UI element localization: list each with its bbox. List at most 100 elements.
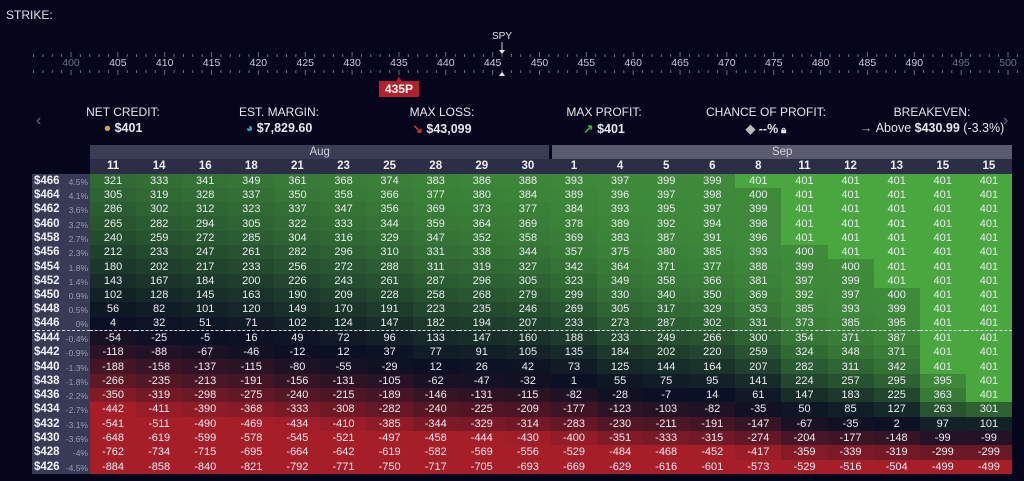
pnl-cell[interactable]: 12 xyxy=(320,345,367,360)
pnl-cell[interactable]: -115 xyxy=(228,359,275,374)
pnl-cell[interactable]: 393 xyxy=(597,202,644,217)
pnl-cell[interactable]: 386 xyxy=(458,173,505,188)
pnl-cell[interactable]: 366 xyxy=(366,187,413,203)
pnl-cell[interactable]: 401 xyxy=(965,273,1012,288)
pnl-cell[interactable]: 401 xyxy=(965,230,1012,246)
pnl-cell[interactable]: 401 xyxy=(965,345,1012,360)
pnl-cell[interactable]: 188 xyxy=(550,330,598,346)
pnl-cell[interactable]: 359 xyxy=(412,216,459,231)
pnl-cell[interactable]: -599 xyxy=(182,430,229,446)
pnl-cell[interactable]: -123 xyxy=(597,402,644,417)
pnl-cell[interactable]: 371 xyxy=(827,330,874,346)
pnl-cell[interactable]: 399 xyxy=(643,173,690,188)
pnl-cell[interactable]: -390 xyxy=(182,402,229,417)
pnl-cell[interactable]: 184 xyxy=(182,273,229,288)
pnl-cell[interactable]: 273 xyxy=(597,316,644,332)
pnl-cell[interactable]: -490 xyxy=(182,416,229,431)
pnl-cell[interactable]: 82 xyxy=(136,302,183,317)
pnl-cell[interactable]: 330 xyxy=(597,287,644,303)
pnl-cell[interactable]: -25 xyxy=(136,330,183,346)
pnl-cell[interactable]: 226 xyxy=(274,273,321,288)
pnl-cell[interactable]: -344 xyxy=(412,416,459,431)
pnl-cell[interactable]: -351 xyxy=(597,430,644,446)
pnl-cell[interactable]: 259 xyxy=(735,345,782,360)
pnl-cell[interactable]: 296 xyxy=(320,245,367,260)
pnl-cell[interactable]: 42 xyxy=(504,359,551,374)
pnl-cell[interactable]: 363 xyxy=(919,388,966,403)
pnl-cell[interactable]: 2 xyxy=(873,416,920,431)
pnl-cell[interactable]: 282 xyxy=(274,245,321,260)
lock-icon[interactable]: 🔒︎ xyxy=(778,125,787,136)
pnl-cell[interactable]: 51 xyxy=(182,316,229,332)
pnl-cell[interactable]: -29 xyxy=(366,359,413,374)
pnl-cell[interactable]: 401 xyxy=(781,202,828,217)
pnl-cell[interactable]: 398 xyxy=(735,216,782,231)
pnl-cell[interactable]: 145 xyxy=(182,287,229,303)
pnl-cell[interactable]: 207 xyxy=(735,359,782,374)
pnl-cell[interactable]: 147 xyxy=(781,388,828,403)
pnl-cell[interactable]: 61 xyxy=(735,388,782,403)
pnl-cell[interactable]: -148 xyxy=(873,430,920,446)
pnl-cell[interactable]: 388 xyxy=(735,259,782,274)
pnl-cell[interactable]: 375 xyxy=(597,245,644,260)
selected-leg-badge[interactable] xyxy=(378,77,419,97)
pnl-cell[interactable]: -235 xyxy=(136,373,183,389)
pnl-cell[interactable]: -484 xyxy=(597,445,644,460)
pnl-cell[interactable]: 299 xyxy=(550,287,598,303)
pnl-cell[interactable]: -275 xyxy=(228,388,275,403)
pnl-cell[interactable]: 397 xyxy=(643,187,690,203)
pnl-cell[interactable]: 383 xyxy=(412,173,459,188)
pnl-cell[interactable]: 338 xyxy=(458,245,505,260)
pnl-cell[interactable]: 182 xyxy=(412,316,459,332)
pnl-cell[interactable]: 350 xyxy=(274,187,321,203)
pnl-cell[interactable]: 358 xyxy=(320,187,367,203)
pnl-cell[interactable]: -88 xyxy=(136,345,183,360)
pnl-cell[interactable]: -299 xyxy=(965,445,1012,460)
pnl-cell[interactable]: -715 xyxy=(182,445,229,460)
pnl-cell[interactable]: -215 xyxy=(320,388,367,403)
pnl-cell[interactable]: 324 xyxy=(781,345,828,360)
pnl-cell[interactable]: 373 xyxy=(458,202,505,217)
pnl-cell[interactable]: 4 xyxy=(90,316,137,332)
pnl-cell[interactable]: 364 xyxy=(458,216,505,231)
pnl-cell[interactable]: 265 xyxy=(90,216,137,231)
pnl-cell[interactable]: -137 xyxy=(182,359,229,374)
pnl-cell[interactable]: -99 xyxy=(919,430,966,446)
pnl-cell[interactable]: 164 xyxy=(689,359,736,374)
pnl-cell[interactable]: 350 xyxy=(689,287,736,303)
pnl-cell[interactable]: 128 xyxy=(136,287,183,303)
pnl-cell[interactable]: 401 xyxy=(965,259,1012,274)
pnl-cell[interactable]: 401 xyxy=(965,187,1012,203)
pnl-cell[interactable]: 377 xyxy=(504,202,551,217)
pnl-cell[interactable]: 385 xyxy=(827,316,874,332)
pnl-cell[interactable]: 288 xyxy=(366,259,413,274)
pnl-cell[interactable]: -734 xyxy=(136,445,183,460)
pnl-cell[interactable]: 101 xyxy=(965,416,1012,431)
pnl-cell[interactable]: 101 xyxy=(182,302,229,317)
pnl-cell[interactable]: -188 xyxy=(90,359,137,374)
pnl-cell[interactable]: -298 xyxy=(182,388,229,403)
pnl-cell[interactable]: 401 xyxy=(919,230,966,246)
pnl-cell[interactable]: 401 xyxy=(873,259,920,274)
pnl-cell[interactable]: 344 xyxy=(504,245,551,260)
pnl-cell[interactable]: -642 xyxy=(320,445,367,460)
pnl-cell[interactable]: 401 xyxy=(965,302,1012,317)
pnl-cell[interactable]: 143 xyxy=(90,273,137,288)
pnl-cell[interactable]: 50 xyxy=(781,402,828,417)
pnl-cell[interactable]: 401 xyxy=(965,330,1012,346)
pnl-cell[interactable]: 170 xyxy=(320,302,367,317)
pnl-cell[interactable]: -5 xyxy=(182,330,229,346)
pnl-cell[interactable]: 77 xyxy=(412,345,459,360)
pnl-cell[interactable]: -762 xyxy=(90,445,137,460)
pnl-cell[interactable]: 224 xyxy=(781,373,828,389)
pnl-cell[interactable]: -82 xyxy=(550,388,598,403)
pnl-cell[interactable]: 317 xyxy=(643,302,690,317)
pnl-cell[interactable]: 401 xyxy=(965,245,1012,260)
pnl-cell[interactable]: 120 xyxy=(228,302,275,317)
pnl-cell[interactable]: 144 xyxy=(643,359,690,374)
pnl-cell[interactable]: -411 xyxy=(136,402,183,417)
pnl-cell[interactable]: 305 xyxy=(504,273,551,288)
pnl-cell[interactable]: 394 xyxy=(689,216,736,231)
pnl-cell[interactable]: 282 xyxy=(781,359,828,374)
pnl-cell[interactable]: -146 xyxy=(412,388,459,403)
